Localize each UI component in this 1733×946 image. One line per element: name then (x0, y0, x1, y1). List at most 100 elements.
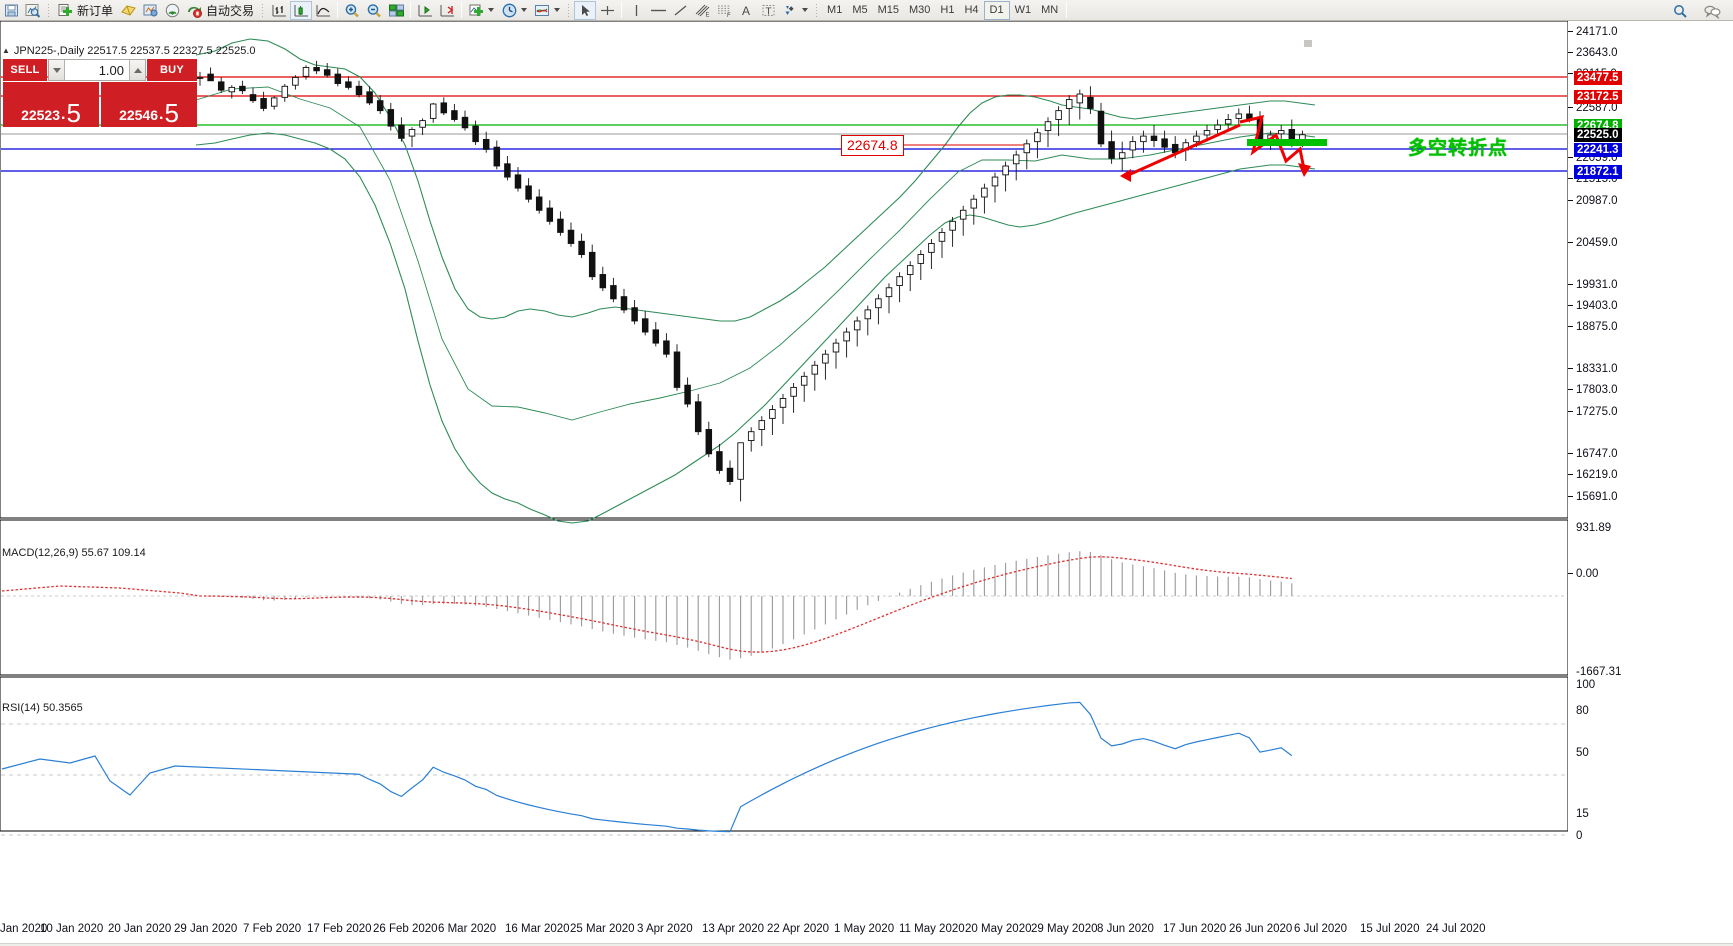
candle-body (917, 254, 925, 264)
price-tick-15691-0: 15691.0 (1568, 491, 1618, 503)
vertical-line-icon[interactable] (625, 1, 647, 20)
tab-timeframe-d1[interactable]: D1 (983, 0, 1010, 20)
trendline-icon[interactable] (669, 1, 691, 20)
volume-input[interactable]: 1.00 (98, 62, 124, 78)
price-tick-20459-0: 20459.0 (1568, 237, 1618, 249)
add-indicator-icon[interactable] (465, 1, 487, 20)
price-badge-22241-3[interactable]: 22241.3 (1574, 143, 1622, 157)
volume-stepper[interactable]: 1.00 (48, 59, 146, 81)
price-tick-24171-0: 24171.0 (1568, 26, 1618, 38)
sell-button[interactable]: SELL (3, 59, 47, 81)
candle-body (875, 298, 882, 309)
price-tag-annotation[interactable]: 22674.8 (841, 135, 904, 156)
zoom-in-icon[interactable] (341, 1, 363, 20)
shapes-chevron-down-icon[interactable] (802, 8, 809, 12)
date-label-8: 16 Mar 2020 (505, 923, 570, 935)
candle-body (822, 353, 829, 364)
chart-scroll-marker[interactable] (1304, 40, 1312, 47)
chinese-note-annotation[interactable]: 多空转折点 (1408, 138, 1509, 159)
sell-price-decimal: 5 (66, 97, 81, 128)
volume-decrement-button[interactable] (49, 60, 65, 80)
tab-timeframe-h4[interactable]: H4 (964, 4, 979, 16)
equidistant-channel-icon[interactable]: E (691, 1, 713, 20)
auto-trading-label[interactable]: 自动交易 (206, 3, 255, 18)
toolbar-group-zoom (341, 0, 414, 21)
zoom-out-icon[interactable] (363, 1, 385, 20)
strategy-tester-icon[interactable] (139, 1, 161, 20)
candle-body (376, 100, 384, 112)
new-order-icon[interactable] (54, 1, 76, 20)
green-resistance-bar[interactable] (1247, 139, 1327, 146)
price-badge-23172-5[interactable]: 23172.5 (1574, 90, 1622, 104)
toolbar-grip-2[interactable] (261, 2, 266, 18)
add-indicator-chevron-down-icon[interactable] (488, 8, 495, 12)
toolbar-grip-3[interactable] (567, 2, 572, 18)
price-badge-21872-1[interactable]: 21872.1 (1574, 165, 1622, 179)
toolbar-group-indicators (465, 0, 574, 21)
date-axis[interactable]: Jan 2020 10 Jan 2020 20 Jan 2020 29 Jan 202… (0, 921, 1568, 946)
chart-canvas[interactable] (0, 21, 1568, 946)
fibonacci-icon[interactable]: F (713, 1, 735, 20)
auto-scroll-icon[interactable] (436, 1, 458, 20)
new-order-label[interactable]: 新订单 (77, 3, 114, 18)
price-badge-22525-0[interactable]: 22525.0 (1574, 128, 1622, 142)
horizontal-line-icon[interactable] (647, 1, 669, 20)
chat-icon[interactable] (1701, 2, 1723, 21)
tab-timeframe-m30[interactable]: M30 (909, 4, 931, 16)
candle-body (652, 329, 660, 344)
price-badge-23477-5[interactable]: 23477.5 (1574, 71, 1622, 85)
tab-timeframe-mn[interactable]: MN (1041, 4, 1059, 16)
price-tick-17803-0: 17803.0 (1568, 384, 1618, 396)
templates-icon[interactable] (531, 1, 553, 20)
crosshair-icon[interactable] (596, 1, 618, 20)
candle-body (546, 207, 554, 222)
expert-advisor-icon[interactable] (117, 1, 139, 20)
text-icon[interactable]: A (735, 1, 757, 20)
rising-trendline-drawing[interactable] (1123, 123, 1241, 179)
volume-increment-button[interactable] (129, 60, 145, 80)
magnifier-icon[interactable] (1669, 2, 1691, 21)
bollinger-upper-band (195, 38, 1316, 322)
toolbar-grip[interactable] (47, 2, 51, 18)
date-label-3: 29 Jan 2020 (174, 923, 238, 935)
buy-price-display[interactable]: 22546 . 5 (101, 82, 197, 127)
candle-body (440, 102, 448, 114)
tile-windows-icon[interactable] (385, 1, 407, 20)
line-chart-icon[interactable] (312, 1, 334, 20)
tab-timeframe-m15[interactable]: M15 (877, 4, 899, 16)
period-chevron-down-icon[interactable] (521, 8, 528, 12)
tab-timeframe-w1[interactable]: W1 (1014, 4, 1032, 16)
price-scale[interactable]: 24171.023643.023115.022587.022059.021515… (1568, 21, 1733, 946)
candle-body (461, 116, 469, 129)
bar-chart-icon[interactable] (268, 1, 290, 20)
falling-arrow-drawing[interactable] (1239, 114, 1306, 170)
one-click-trading-panel[interactable]: SELL 1.00 BUY 22523 . 5 22546 . 5 (3, 59, 197, 127)
candlestick-chart-icon[interactable] (290, 0, 313, 20)
chart-shift-icon[interactable] (414, 1, 436, 20)
search-chart-icon[interactable] (22, 1, 44, 20)
tab-timeframe-h1[interactable]: H1 (940, 4, 955, 16)
toolbar-grip-4[interactable] (815, 2, 820, 18)
templates-chevron-down-icon[interactable] (554, 8, 561, 12)
signals-icon[interactable] (161, 1, 183, 20)
candle-body (1097, 110, 1105, 145)
period-icon[interactable] (498, 1, 520, 20)
date-label-4: 7 Feb 2020 (243, 923, 302, 935)
falling-arrow-head (1298, 163, 1311, 177)
candle-body (493, 146, 501, 167)
buy-button[interactable]: BUY (147, 59, 197, 81)
cursor-icon[interactable] (574, 0, 597, 20)
text-label-icon[interactable]: T (757, 1, 779, 20)
shapes-icon[interactable] (779, 1, 801, 20)
auto-trading-icon[interactable] (183, 1, 205, 20)
tab-timeframe-m1[interactable]: M1 (827, 4, 843, 16)
candle-body (1055, 110, 1062, 120)
toolbar-separator-2 (410, 2, 412, 18)
tab-timeframe-m5[interactable]: M5 (852, 4, 868, 16)
sell-price-display[interactable]: 22523 . 5 (3, 82, 99, 127)
macd-indicator-label: MACD(12,26,9) 55.67 109.14 (2, 547, 146, 559)
chart-area[interactable]: ▲ JPN225-,Daily 22517.5 22537.5 22327.5 2… (0, 21, 1733, 946)
candle-body (790, 386, 797, 397)
buy-price-integer: 22546 (119, 107, 158, 123)
save-icon[interactable] (0, 1, 22, 20)
